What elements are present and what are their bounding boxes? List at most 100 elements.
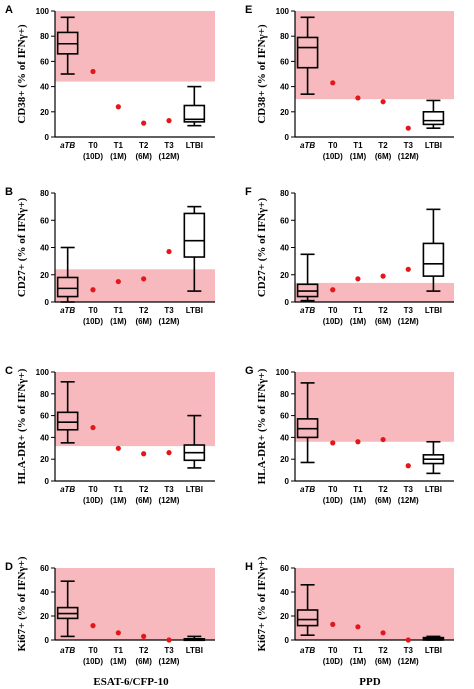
y-tick-label: 100 <box>276 7 290 16</box>
data-point-t1 <box>355 439 361 445</box>
category-label: T3 <box>404 485 414 494</box>
category-label: LTBI <box>425 485 442 494</box>
y-tick-label: 40 <box>40 244 49 253</box>
data-point-t0 <box>90 68 96 75</box>
category-label: T0 <box>88 306 98 315</box>
data-point-t2 <box>380 273 386 279</box>
reference-band <box>295 568 454 640</box>
reference-band <box>295 282 454 302</box>
data-point-t1 <box>355 276 361 282</box>
data-point-t2 <box>141 633 147 640</box>
y-tick-label: 20 <box>40 108 49 117</box>
category-sublabel: (1M) <box>350 317 367 326</box>
y-tick-label: 40 <box>280 433 289 442</box>
y-tick-label: 0 <box>45 298 50 307</box>
data-point-t3 <box>166 248 172 255</box>
y-tick-label: 40 <box>40 83 49 92</box>
category-sublabel: (12M) <box>159 152 180 161</box>
category-sublabel: (12M) <box>159 657 180 666</box>
box-ltbi <box>183 635 206 642</box>
data-point-t2 <box>380 630 386 636</box>
data-point-t2 <box>380 436 386 443</box>
box-iqr <box>422 111 445 126</box>
category-label: T3 <box>404 306 414 315</box>
box-atb <box>56 16 79 75</box>
y-tick-label: 60 <box>40 57 49 66</box>
box-atb <box>56 381 79 444</box>
y-tick-label: 80 <box>280 189 289 198</box>
reference-band <box>295 11 454 100</box>
box-iqr <box>183 212 206 258</box>
data-point-t0 <box>330 621 336 628</box>
category-sublabel: (12M) <box>398 496 419 505</box>
category-label: LTBI <box>425 141 442 150</box>
box-iqr <box>296 36 319 69</box>
y-tick-label: 100 <box>36 7 50 16</box>
box-ltbi <box>183 85 206 127</box>
category-label: LTBI <box>186 646 203 655</box>
y-tick-label: 0 <box>285 636 290 645</box>
category-label: T1 <box>353 646 363 655</box>
y-tick-label: 40 <box>280 83 289 92</box>
box-iqr <box>183 104 206 123</box>
box-ltbi <box>183 205 206 292</box>
panel-label: E <box>245 4 252 16</box>
y-axis-title: CD27+ (% of IFNγ+) <box>256 198 268 298</box>
category-sublabel: (1M) <box>110 317 127 326</box>
y-tick-label: 80 <box>280 32 289 41</box>
category-sublabel: (1M) <box>350 496 367 505</box>
box-atb <box>296 382 319 464</box>
y-tick-label: 80 <box>40 390 49 399</box>
panel-label: A <box>5 4 13 16</box>
y-tick-label: 40 <box>40 433 49 442</box>
category-sublabel: (6M) <box>375 152 392 161</box>
y-axis-title: CD38+ (% of IFNγ+) <box>16 24 28 124</box>
y-tick-label: 20 <box>280 612 289 621</box>
y-tick-label: 80 <box>280 390 289 399</box>
reference-band <box>55 11 215 82</box>
y-tick-label: 20 <box>40 271 49 280</box>
category-label: LTBI <box>186 306 203 315</box>
category-label: LTBI <box>186 141 203 150</box>
category-label: aTB <box>60 485 75 494</box>
y-tick-label: 60 <box>40 412 49 421</box>
category-sublabel: (10D) <box>323 657 343 666</box>
category-sublabel: (6M) <box>135 152 152 161</box>
category-label: T0 <box>88 141 98 150</box>
box-iqr <box>422 242 445 277</box>
data-point-t3 <box>166 450 172 456</box>
category-label: aTB <box>60 646 75 655</box>
reference-band <box>55 568 215 640</box>
box-ltbi <box>183 414 206 469</box>
category-label: aTB <box>60 306 75 315</box>
category-label: T3 <box>164 306 174 315</box>
y-tick-label: 20 <box>280 455 289 464</box>
y-tick-label: 60 <box>280 57 289 66</box>
box-atb <box>296 583 319 637</box>
data-point-t3 <box>405 637 411 643</box>
data-point-t0 <box>330 440 336 446</box>
y-tick-label: 60 <box>40 216 49 225</box>
category-sublabel: (1M) <box>350 152 367 161</box>
y-axis-title: HLA-DR+ (% of IFNγ+) <box>256 368 268 484</box>
panel-label: C <box>5 365 13 377</box>
category-label: T2 <box>139 141 149 150</box>
category-sublabel: (1M) <box>110 152 127 161</box>
category-label: LTBI <box>186 485 203 494</box>
y-tick-label: 20 <box>280 108 289 117</box>
category-sublabel: (12M) <box>159 317 180 326</box>
category-label: T0 <box>328 485 338 494</box>
y-tick-label: 40 <box>280 588 289 597</box>
category-sublabel: (10D) <box>323 152 343 161</box>
category-sublabel: (10D) <box>323 496 343 505</box>
category-label: T2 <box>139 646 149 655</box>
data-point-t2 <box>141 451 147 457</box>
box-atb <box>296 253 319 302</box>
